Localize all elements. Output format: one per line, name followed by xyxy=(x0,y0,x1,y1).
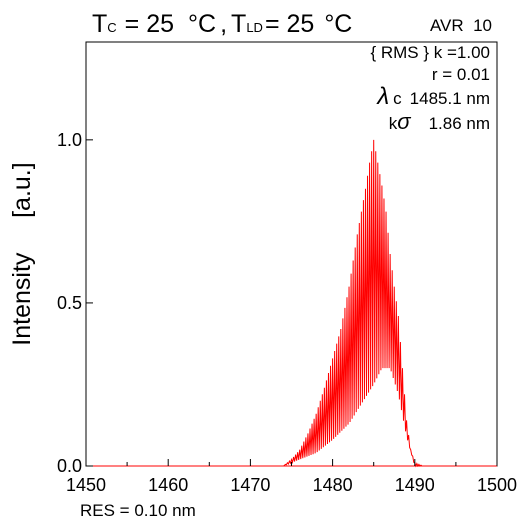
title-tld-value: = 25 xyxy=(265,10,314,38)
title-separator: , xyxy=(220,10,227,38)
annotation-sigma-symbol: σ xyxy=(397,109,411,134)
y-tick-label: 1.0 xyxy=(57,130,82,150)
title-tld-unit: °C xyxy=(324,10,352,38)
title-tc-value: = 25 xyxy=(125,10,174,38)
annotation-sigma-value: 1.86 nm xyxy=(429,114,490,133)
svg-text:kσ1.86 nm: kσ 1.86 nm xyxy=(389,109,490,134)
x-tick-label: 1500 xyxy=(477,475,517,495)
spectrum-series xyxy=(283,139,424,468)
y-axis-label: Intensity [a.u.] xyxy=(8,162,36,345)
title-tc-sub: C xyxy=(107,20,116,35)
x-tick-label: 1460 xyxy=(148,475,188,495)
ticks-layer: 1450 1460 1470 1480 1490 1500 0.0 0.5 1.0 xyxy=(57,130,517,495)
annotations: { RMS } k =1.00 r = 0.01 λ c 1485.1 nm kσ 1… xyxy=(370,43,490,134)
annotation-r: r = 0.01 xyxy=(432,65,490,84)
chart-title: TC = 25 °C, TLD= 25 °C AVR 10 xyxy=(92,10,492,38)
series-layer xyxy=(86,139,497,468)
title-tc-main: T xyxy=(92,10,107,38)
x-tick-label: 1490 xyxy=(395,475,435,495)
title-tc-unit: °C xyxy=(188,10,216,38)
annotation-lambda-symbol: λ xyxy=(375,83,389,110)
x-tick-label: 1450 xyxy=(66,475,106,495)
svg-text:TC= 25°C,TLD= 25°C: TC = 25 °C, TLD= 25 °C xyxy=(92,10,352,38)
title-tld-main: T xyxy=(231,10,246,38)
annotation-sigma-k: k xyxy=(389,114,398,133)
y-tick-label: 0.0 xyxy=(57,456,82,476)
resolution-label: RES = 0.10 nm xyxy=(80,501,196,520)
title-tld-sub: LD xyxy=(246,20,263,35)
annotation-lambda-value: 1485.1 nm xyxy=(410,89,490,108)
annotation-lambda-label: c xyxy=(393,89,402,108)
annotation-rms: { RMS } k =1.00 xyxy=(370,43,490,62)
x-tick-label: 1480 xyxy=(313,475,353,495)
title-avr: AVR 10 xyxy=(430,16,492,35)
x-tick-label: 1470 xyxy=(230,475,270,495)
y-tick-label: 0.5 xyxy=(57,293,82,313)
